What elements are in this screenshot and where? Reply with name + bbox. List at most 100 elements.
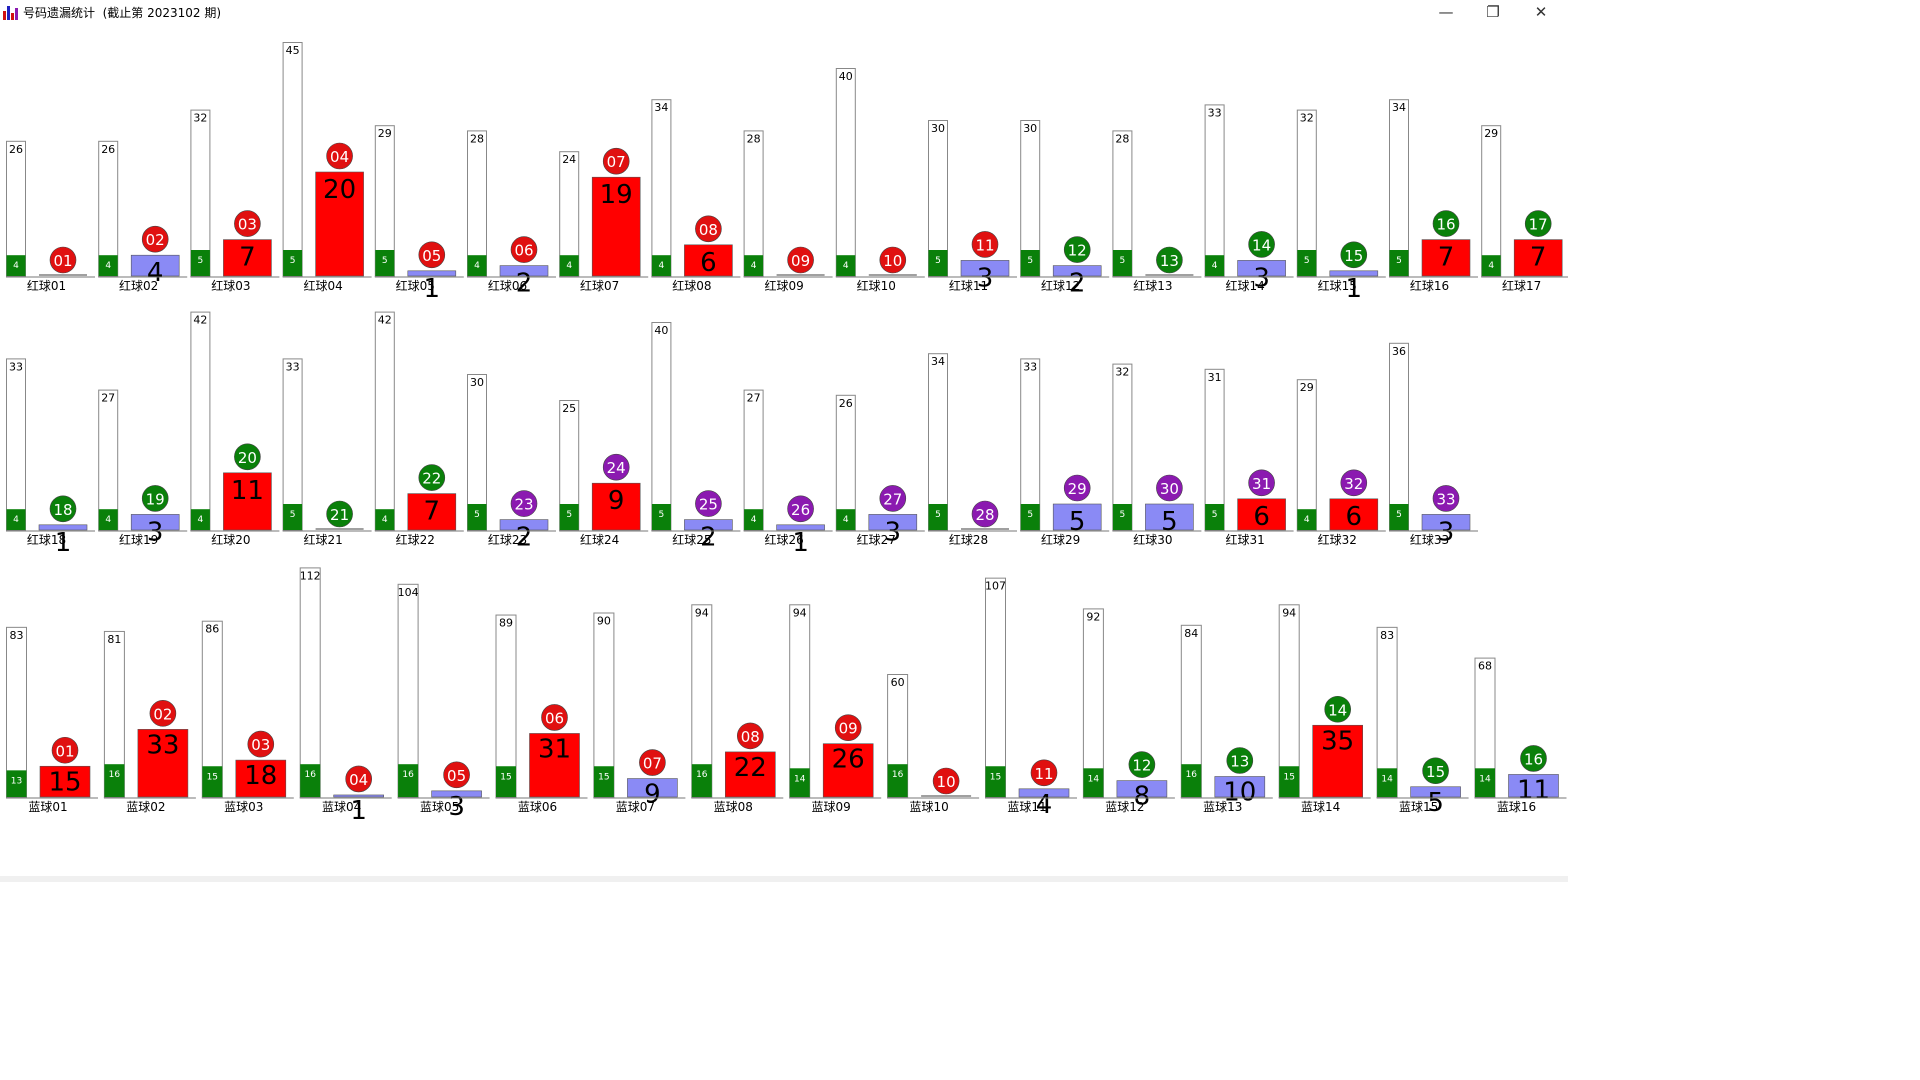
ball-label: 红球09 xyxy=(764,278,803,293)
current-omission-value: 11 xyxy=(231,476,264,506)
app-chart-icon xyxy=(3,4,19,20)
ball-label: 蓝球11 xyxy=(1007,800,1046,814)
ball-number-badge xyxy=(932,767,960,795)
ball-number-badge xyxy=(1432,485,1460,512)
max-omission-label: 32 xyxy=(193,112,207,125)
avg-omission-label: 13 xyxy=(11,776,22,786)
current-omission-value: 8 xyxy=(1134,782,1151,812)
current-omission-value: 2 xyxy=(1069,269,1086,299)
max-omission-label: 107 xyxy=(985,580,1006,593)
max-omission-label: 42 xyxy=(378,314,392,327)
max-omission-label: 68 xyxy=(1478,660,1492,673)
avg-omission-label: 4 xyxy=(105,261,111,271)
avg-omission-bar xyxy=(1389,504,1409,530)
avg-omission-bar xyxy=(928,250,948,276)
current-omission-bar xyxy=(223,472,272,531)
ball-number-text: 14 xyxy=(1328,701,1347,719)
current-omission-bar xyxy=(627,778,678,798)
current-omission-bar xyxy=(407,493,457,531)
avg-omission-label: 4 xyxy=(474,261,480,271)
ball-number-badge xyxy=(345,765,373,793)
ball-label: 蓝球15 xyxy=(1399,800,1438,814)
max-omission-label: 26 xyxy=(101,143,115,156)
current-omission-value: 2 xyxy=(700,523,717,553)
current-omission-bar xyxy=(868,514,918,531)
avg-omission-bar xyxy=(744,509,764,530)
ball-label: 蓝球04 xyxy=(322,800,361,814)
ball-label: 红球08 xyxy=(672,278,711,293)
ball-label: 红球14 xyxy=(1225,278,1264,293)
restore-button[interactable]: ❐ xyxy=(1486,3,1500,21)
ball-number-badge xyxy=(879,485,907,512)
current-omission-value: 7 xyxy=(1438,243,1455,273)
max-omission-label: 32 xyxy=(1115,366,1129,379)
avg-omission-bar xyxy=(651,255,671,276)
avg-omission-label: 4 xyxy=(13,515,19,525)
avg-omission-label: 5 xyxy=(290,510,296,520)
ball-label: 蓝球03 xyxy=(224,800,263,814)
ball-number-badge xyxy=(1156,474,1183,502)
max-omission-bar xyxy=(985,577,1006,799)
current-omission-bar xyxy=(591,482,641,531)
max-omission-label: 28 xyxy=(470,132,484,145)
ball-number-badge xyxy=(1063,474,1091,502)
close-button[interactable]: ✕ xyxy=(1534,3,1548,21)
current-omission-value: 7 xyxy=(239,243,256,273)
avg-omission-label: 5 xyxy=(382,256,388,266)
ball-label: 红球19 xyxy=(119,532,158,547)
ball-label: 红球15 xyxy=(1318,278,1357,293)
current-omission-value: 3 xyxy=(147,517,164,547)
max-omission-label: 28 xyxy=(1115,132,1129,145)
current-omission-bar xyxy=(529,733,580,798)
ball-number-badge xyxy=(510,490,538,517)
ball-number-badge xyxy=(234,210,261,237)
avg-omission-label: 5 xyxy=(1027,256,1033,266)
ball-number-text: 14 xyxy=(1252,236,1271,254)
avg-omission-label: 14 xyxy=(1088,774,1100,784)
current-omission-value: 9 xyxy=(644,780,661,810)
current-omission-value: 3 xyxy=(977,263,994,293)
avg-omission-bar xyxy=(283,250,303,276)
ball-number-text: 10 xyxy=(937,773,956,791)
ball-label: 红球04 xyxy=(303,278,342,293)
max-omission-label: 40 xyxy=(654,324,668,337)
avg-omission-label: 14 xyxy=(1479,774,1491,784)
ball-number-text: 12 xyxy=(1068,242,1087,260)
current-omission-value: 15 xyxy=(48,767,81,797)
ball-label: 红球26 xyxy=(764,532,803,547)
avg-omission-label: 5 xyxy=(1120,256,1126,266)
current-omission-bar xyxy=(1421,239,1471,277)
ball-number-badge xyxy=(602,147,630,175)
ball-number-text: 13 xyxy=(1160,252,1179,270)
avg-omission-bar xyxy=(375,250,395,276)
max-omission-label: 94 xyxy=(1282,606,1296,619)
ball-label: 红球24 xyxy=(580,532,619,547)
ball-number-badge xyxy=(51,736,79,764)
max-omission-bar xyxy=(928,353,948,532)
avg-omission-label: 5 xyxy=(1396,510,1402,520)
max-omission-label: 60 xyxy=(891,676,905,689)
ball-number-badge xyxy=(971,500,999,528)
max-omission-label: 94 xyxy=(793,606,807,619)
ball-number-text: 11 xyxy=(1034,765,1053,783)
max-omission-label: 92 xyxy=(1086,610,1100,623)
ball-number-badge xyxy=(695,490,722,517)
current-omission-bar xyxy=(1214,776,1266,798)
avg-omission-bar xyxy=(98,509,118,530)
ball-label: 蓝球01 xyxy=(28,800,67,814)
ball-number-text: 30 xyxy=(1160,480,1179,498)
avg-omission-bar xyxy=(1389,250,1409,276)
ball-label: 红球10 xyxy=(857,278,896,293)
minimize-button[interactable]: — xyxy=(1438,3,1454,21)
ball-number-badge xyxy=(695,215,722,243)
max-omission-label: 104 xyxy=(398,586,419,599)
current-omission-bar xyxy=(1116,780,1168,798)
current-omission-value: 2 xyxy=(516,269,533,299)
ball-label: 蓝球08 xyxy=(714,800,753,814)
ball-number-badge xyxy=(1030,759,1058,787)
ball-label: 蓝球12 xyxy=(1105,800,1144,814)
ball-number-text: 32 xyxy=(1344,475,1363,493)
ball-number-text: 12 xyxy=(1132,757,1151,775)
ball-label: 红球23 xyxy=(488,532,527,547)
